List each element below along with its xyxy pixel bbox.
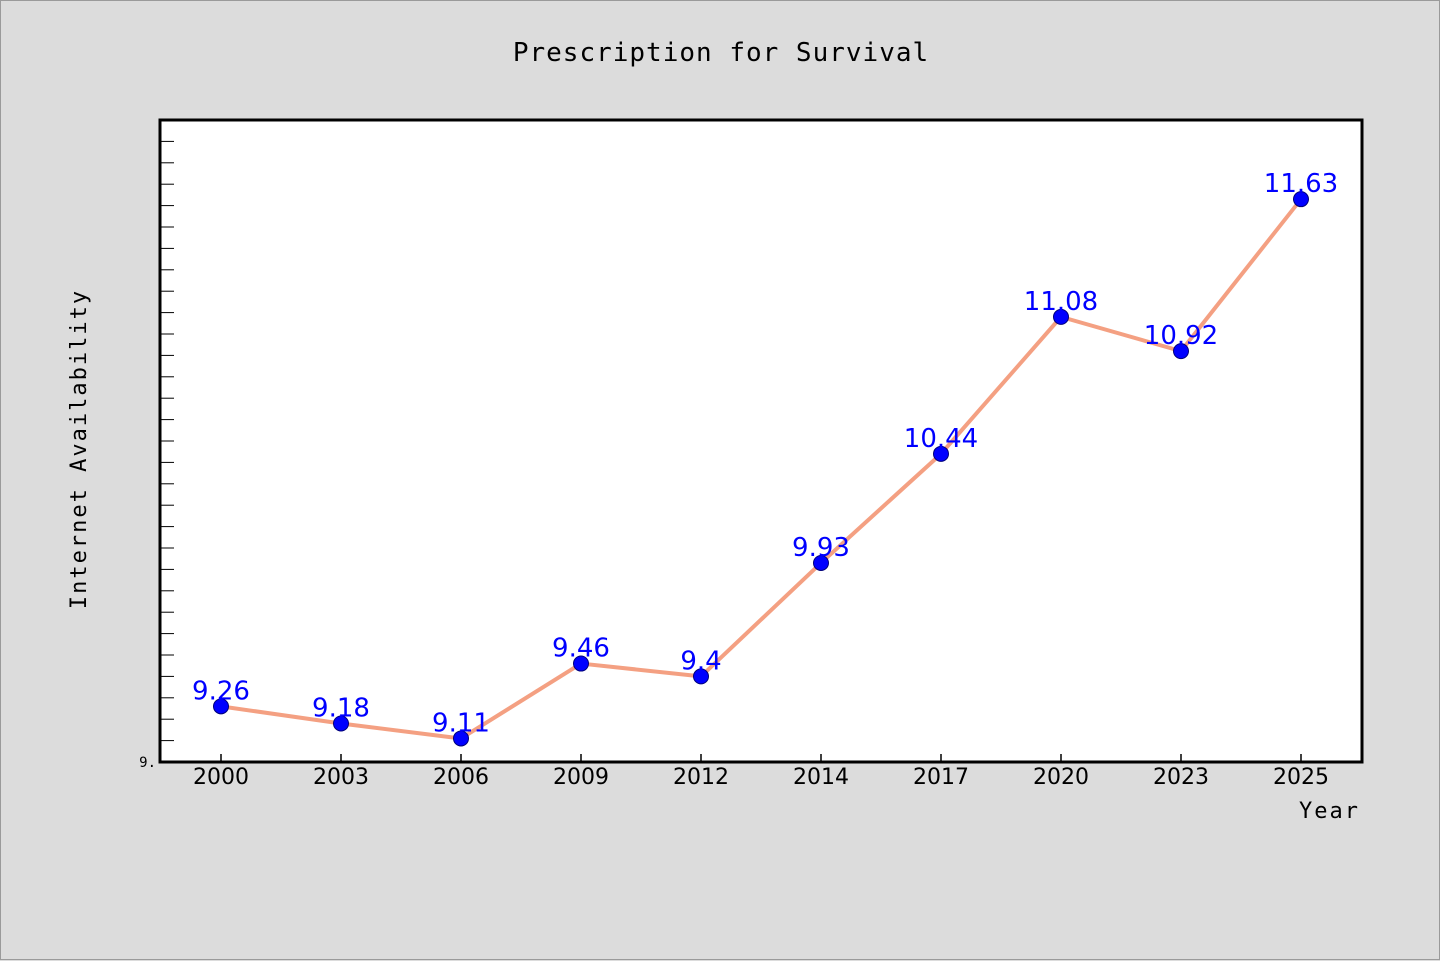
data-label: 11.63 (1264, 169, 1338, 199)
data-label: 9.26 (192, 676, 250, 706)
x-tick-label: 2006 (433, 765, 489, 790)
x-tick-label: 2025 (1273, 765, 1329, 790)
data-label: 10.92 (1144, 321, 1218, 351)
data-label: 9.11 (432, 708, 490, 738)
x-axis-label: Year (1299, 799, 1360, 824)
x-tick-label: 2012 (673, 765, 729, 790)
data-label: 11.08 (1024, 287, 1098, 317)
x-tick-label: 2009 (553, 765, 609, 790)
x-tick-label: 2003 (313, 765, 369, 790)
data-point (1293, 191, 1309, 208)
x-axis-ticks: 2000 2003 2006 2009 2012 2014 2017 2020 2023 2025 (193, 754, 1329, 790)
y-axis-label: Internet Availability (67, 289, 92, 609)
y-tick-label: 9. (139, 755, 156, 771)
x-tick-label: 2020 (1033, 765, 1089, 790)
data-point (1053, 308, 1069, 325)
data-point (573, 655, 589, 672)
y-axis-ticks (160, 140, 174, 742)
data-point (693, 668, 709, 685)
data-point (453, 730, 469, 747)
data-label: 9.46 (552, 634, 610, 664)
data-label: 10.44 (904, 424, 978, 454)
series-group: 9.26 9.18 9.11 9.46 9.4 9.93 10.44 11.08 10.92 11… (192, 169, 1338, 747)
data-point (813, 554, 829, 571)
data-label: 9.18 (312, 693, 370, 723)
data-point (333, 715, 349, 732)
x-tick-label: 2000 (193, 765, 249, 790)
plot-area (158, 118, 1364, 764)
x-tick-label: 2023 (1153, 765, 1209, 790)
chart-title: Prescription for Survival (513, 38, 929, 68)
series-line (220, 197, 1303, 741)
x-tick-label: 2017 (913, 765, 969, 790)
data-label: 9.4 (680, 646, 721, 676)
x-tick-label: 2014 (793, 765, 849, 790)
data-point (1173, 343, 1189, 360)
data-point (213, 698, 229, 715)
data-point (933, 445, 949, 462)
data-label: 9.93 (792, 533, 850, 563)
